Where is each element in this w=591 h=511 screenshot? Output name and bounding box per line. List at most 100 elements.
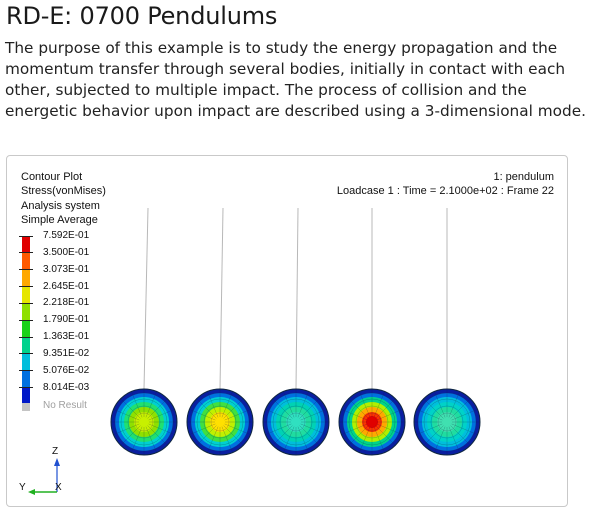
mesh-line: [189, 423, 216, 435]
x-axis-label: X: [55, 482, 62, 493]
mesh-line: [265, 423, 292, 435]
mesh-line: [375, 398, 396, 419]
mesh-ring: [423, 398, 471, 446]
mesh-line: [450, 425, 471, 446]
mesh-line: [224, 409, 251, 421]
mesh-line: [297, 391, 309, 418]
mesh-line: [120, 425, 141, 446]
no-result-swatch: [22, 403, 30, 411]
mesh-line: [283, 426, 295, 453]
mesh-line: [145, 426, 157, 453]
mesh-ring: [355, 405, 389, 439]
mesh-ring: [437, 412, 457, 432]
pendulum-2[interactable]: [186, 207, 254, 456]
no-result-label: No Result: [43, 400, 87, 411]
pendulum-string: [295, 207, 299, 390]
mesh-ring: [203, 405, 237, 439]
mesh-line: [376, 423, 403, 435]
mesh-ring: [196, 398, 244, 446]
mesh-line: [373, 391, 385, 418]
legend-swatch: [22, 370, 30, 388]
legend-swatch: [22, 236, 30, 253]
mesh-line: [120, 398, 141, 419]
mesh-line: [299, 425, 320, 446]
mesh-ring: [279, 405, 313, 439]
mesh-line: [272, 398, 293, 419]
mesh-line: [131, 426, 143, 453]
mesh-line: [451, 409, 478, 421]
mesh-line: [113, 409, 140, 421]
mesh-line: [375, 425, 396, 446]
pendulum-1[interactable]: [110, 207, 178, 456]
mesh-line: [196, 398, 217, 419]
mesh-line: [148, 409, 175, 421]
mesh-ring: [272, 398, 320, 446]
mesh-line: [207, 391, 219, 418]
legend-swatch: [22, 387, 30, 405]
mesh-line: [131, 391, 143, 418]
mesh-ring: [342, 392, 402, 452]
pendulum-5[interactable]: [413, 208, 481, 456]
legend-value-label: 2.218E-01: [43, 297, 90, 309]
mesh-overlay: [111, 389, 177, 455]
averaging-label: Simple Average: [21, 213, 98, 226]
hyperview-viewport[interactable]: Z Y X Contour Plot Stress(vonMises) Analys…: [6, 155, 568, 507]
mesh-line: [348, 425, 369, 446]
mesh-line: [359, 426, 371, 453]
y-axis-label: Y: [19, 482, 26, 493]
legend-tick: [19, 286, 33, 288]
axis-triad: Z Y X: [19, 446, 62, 495]
model-name-label: 1: pendulum: [493, 171, 554, 183]
legend-swatch: [22, 252, 30, 270]
y-axis-arrow: [28, 489, 35, 495]
mesh-line: [448, 391, 460, 418]
pendulum-3[interactable]: [262, 207, 330, 456]
page-description: The purpose of this example is to study …: [5, 39, 586, 120]
result-type-label: Stress(vonMises): [21, 185, 106, 198]
mesh-ring: [210, 412, 230, 432]
mesh-line: [221, 426, 233, 453]
legend-value-label: 3.500E-01: [43, 246, 90, 258]
pendulum-string: [143, 207, 149, 390]
mesh-line: [348, 398, 369, 419]
legend-tick: [19, 319, 33, 321]
mesh-line: [147, 398, 168, 419]
mesh-line: [283, 391, 295, 418]
mesh-ring: [127, 405, 161, 439]
mesh-line: [113, 423, 140, 435]
mesh-ring: [417, 392, 477, 452]
mesh-line: [450, 398, 471, 419]
contour-info: Contour Plot Stress(vonMises) Analysis s…: [21, 170, 106, 227]
mesh-line: [300, 409, 327, 421]
mesh-line: [221, 391, 233, 418]
mesh-line: [451, 423, 478, 435]
mesh-line: [416, 423, 443, 435]
mesh-line: [341, 423, 368, 435]
mesh-line: [299, 398, 320, 419]
pendulum-4[interactable]: [338, 208, 406, 456]
mesh-line: [359, 391, 371, 418]
mesh-line: [423, 398, 444, 419]
mesh-ring: [190, 392, 250, 452]
mesh-overlay: [263, 389, 329, 455]
pendulum-string: [219, 207, 224, 390]
mesh-line: [434, 391, 446, 418]
loadcase-label: Loadcase 1 : Time = 2.1000e+02 : Frame 2…: [336, 185, 554, 198]
legend-tick: [19, 387, 33, 389]
mesh-line: [189, 409, 216, 421]
mesh-ring: [134, 412, 154, 432]
mesh-line: [272, 425, 293, 446]
legend-tick: [19, 370, 33, 372]
legend-swatch: [22, 269, 30, 287]
legend-swatch: [22, 286, 30, 304]
mesh-line: [423, 425, 444, 446]
pendulum-scene[interactable]: Z Y X: [7, 156, 568, 507]
legend-value-label: 1.363E-01: [43, 331, 90, 343]
mesh-ring: [266, 392, 326, 452]
z-axis-label: Z: [52, 446, 58, 457]
page-title: RD-E: 0700 Pendulums: [6, 2, 278, 30]
mesh-ring: [114, 392, 174, 452]
legend-swatch: [22, 303, 30, 321]
legend-value-label: 5.076E-02: [43, 364, 90, 376]
mesh-line: [147, 425, 168, 446]
